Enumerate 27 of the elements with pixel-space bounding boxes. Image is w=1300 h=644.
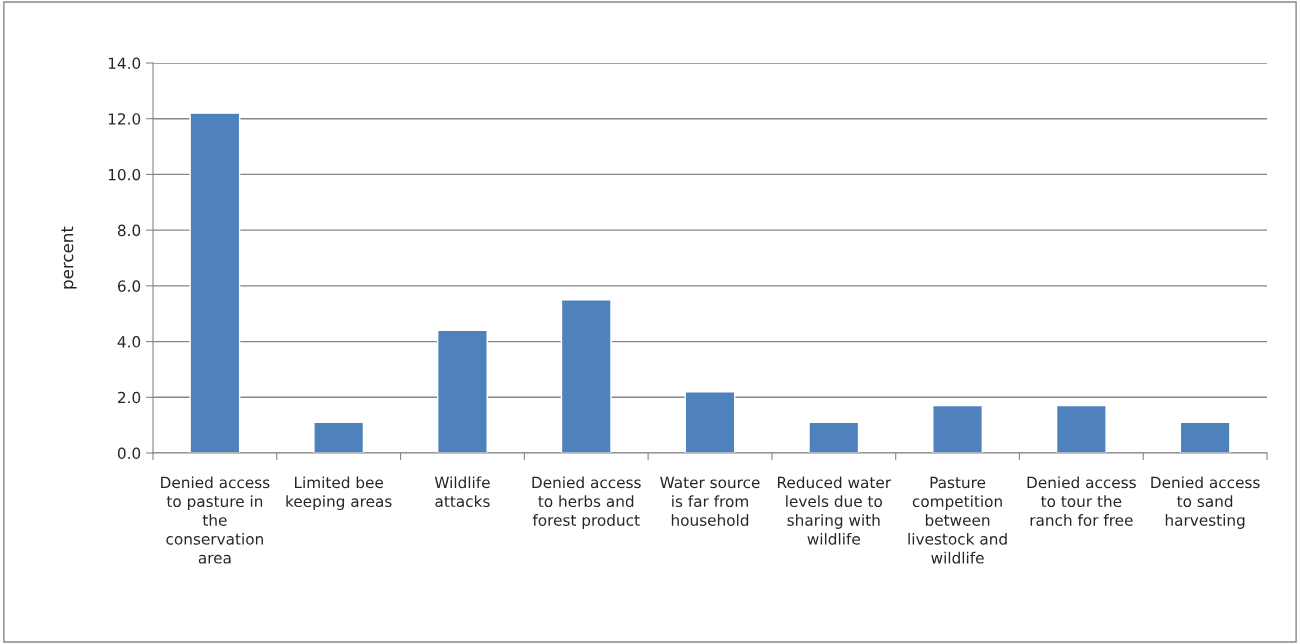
x-tick-label: Water source is far from household bbox=[660, 476, 760, 526]
bar bbox=[189, 112, 241, 453]
bar bbox=[1055, 404, 1107, 453]
bar bbox=[932, 404, 984, 453]
x-tick-label: Denied access to pasture in the conservation area bbox=[161, 476, 270, 564]
bar bbox=[1179, 421, 1231, 453]
y-tick-label: 12.0 bbox=[108, 113, 141, 125]
y-tick-label: 14.0 bbox=[108, 57, 141, 70]
y-tick-label: 0.0 bbox=[117, 447, 141, 460]
bar bbox=[436, 329, 488, 453]
x-tick-label: Wildlife attacks bbox=[434, 476, 490, 508]
bar bbox=[808, 421, 860, 453]
x-tick-label: Pasture competition between livestock and wildlife bbox=[908, 476, 1007, 564]
y-tick-label: 6.0 bbox=[117, 280, 141, 292]
bar bbox=[684, 391, 736, 453]
y-axis-title: percent bbox=[61, 226, 77, 289]
bar bbox=[560, 299, 612, 453]
x-tick-label: Limited bee keeping areas bbox=[286, 476, 392, 511]
x-tick-label: Denied access to tour the ranch for free bbox=[1027, 476, 1136, 526]
x-tick-label: Denied access to herbs and forest product bbox=[532, 476, 641, 529]
y-tick-label: 4.0 bbox=[117, 336, 141, 348]
x-tick-label: Reduced water levels due to sharing with wildlife bbox=[777, 476, 892, 545]
x-tick-label: Denied access to sand harvesting bbox=[1151, 476, 1260, 529]
y-tick-label: 10.0 bbox=[108, 168, 141, 181]
y-tick-label: 2.0 bbox=[118, 391, 141, 404]
y-tick-label: 8.0 bbox=[117, 224, 141, 237]
bar bbox=[313, 421, 365, 453]
